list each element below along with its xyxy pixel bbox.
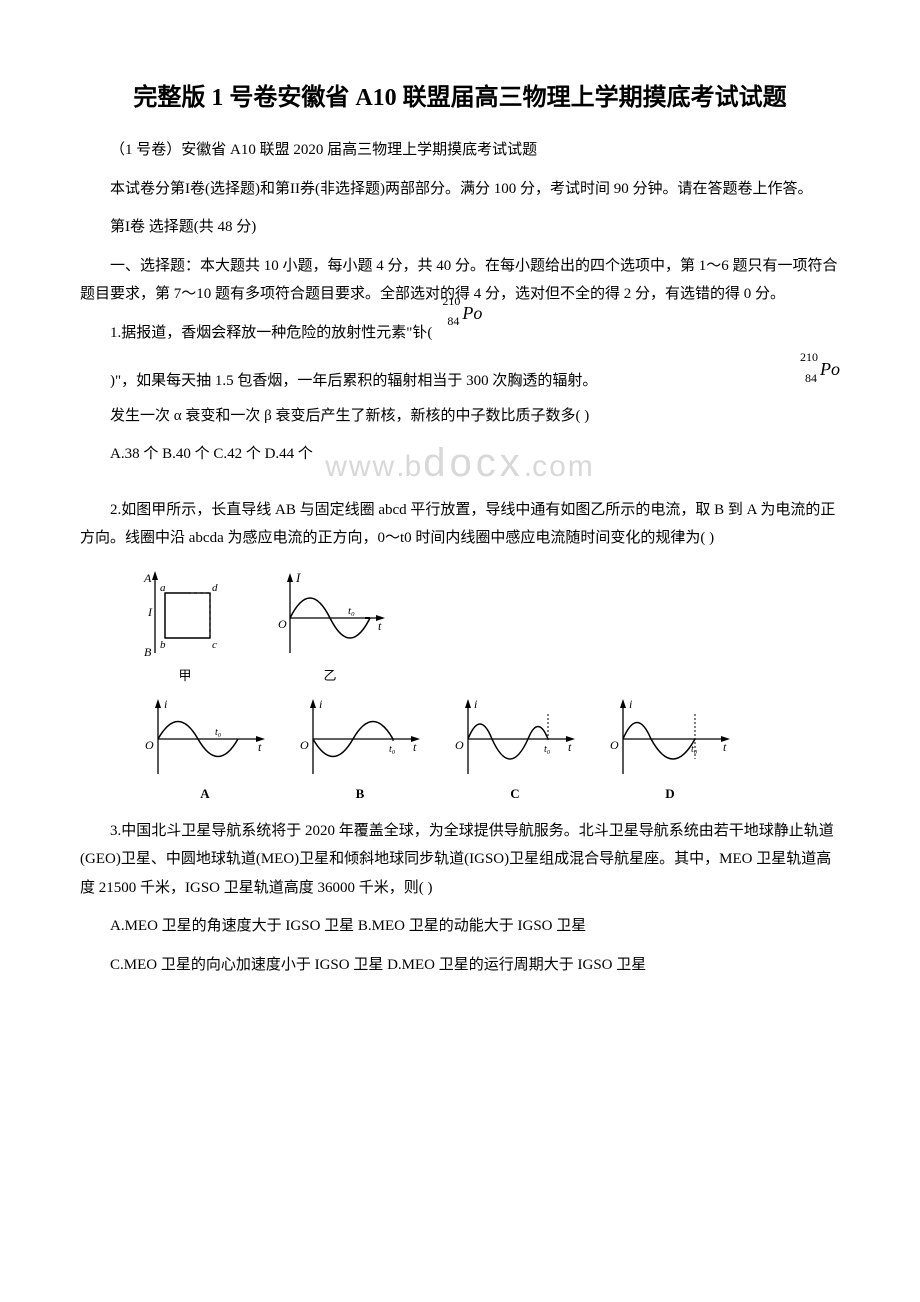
svg-text:i: i — [629, 697, 632, 711]
fig-a-label: A — [140, 786, 270, 802]
svg-text:i: i — [164, 697, 167, 711]
svg-text:O: O — [300, 738, 309, 752]
svg-text:t₀: t₀ — [215, 727, 222, 738]
svg-text:O: O — [610, 738, 619, 752]
svg-text:a: a — [160, 582, 166, 594]
q1-text-part2: )"，如果每天抽 1.5 包香烟，一年后累积的辐射相当于 300 次胸透的辐射。 — [80, 367, 597, 396]
section1-header: 第I卷 选择题(共 48 分) — [80, 213, 840, 242]
fig-yi: I O t t₀ 乙 — [270, 568, 390, 684]
svg-text:t₀: t₀ — [691, 744, 698, 755]
fig-b-label: B — [295, 786, 425, 802]
svg-text:A: A — [143, 571, 152, 585]
isotope-mass: 210 — [442, 293, 460, 310]
fig-jia-label: 甲 — [140, 665, 230, 684]
intro-paragraph: 本试卷分第I卷(选择题)和第II券(非选择题)两部部分。满分 100 分，考试时… — [80, 175, 840, 204]
q2-figures: A B I a d b c 甲 — [140, 568, 840, 802]
fig-c: i O t t₀ C — [450, 694, 580, 802]
fig-d: i O t t₀ D — [605, 694, 735, 802]
isotope-mass-2: 210 — [800, 349, 818, 366]
svg-text:t: t — [723, 740, 727, 754]
svg-text:t₀: t₀ — [348, 605, 355, 617]
isotope-atomic: 84 — [447, 313, 459, 330]
fig-b: i O t t₀ B — [295, 694, 425, 802]
svg-text:d: d — [212, 582, 218, 594]
isotope-symbol-2: Po — [820, 359, 840, 379]
svg-text:I: I — [295, 570, 301, 585]
fig-jia: A B I a d b c 甲 — [140, 568, 230, 684]
fig-yi-label: 乙 — [270, 665, 390, 684]
svg-text:t: t — [413, 740, 417, 754]
q2-text: 2.如图甲所示，长直导线 AB 与固定线圈 abcd 平行放置，导线中通有如图乙… — [80, 496, 840, 553]
fig-a: i O t t₀ A — [140, 694, 270, 802]
fig-c-label: C — [450, 786, 580, 802]
q1-text-part1: 1.据报道，香烟会释放一种危险的放射性元素"钋( — [80, 319, 432, 348]
svg-text:t₀: t₀ — [389, 744, 396, 755]
isotope-po-2: 210 84 Po — [820, 357, 840, 382]
svg-text:i: i — [474, 697, 477, 711]
subtitle: （1 号卷）安徽省 A10 联盟 2020 届高三物理上学期摸底考试试题 — [80, 136, 840, 165]
svg-text:c: c — [212, 639, 217, 651]
svg-text:O: O — [455, 738, 464, 752]
document-title: 完整版 1 号卷安徽省 A10 联盟届高三物理上学期摸底考试试题 — [80, 80, 840, 116]
svg-text:B: B — [144, 645, 152, 659]
svg-text:O: O — [278, 617, 287, 631]
svg-text:t₀: t₀ — [544, 744, 551, 755]
fig-row-1: A B I a d b c 甲 — [140, 568, 840, 684]
svg-text:i: i — [319, 697, 322, 711]
fig-row-2: i O t t₀ A i O t t₀ B — [140, 694, 840, 802]
fig-d-label: D — [605, 786, 735, 802]
q1-choices: A.38 个 B.40 个 C.42 个 D.44 个 — [80, 440, 840, 469]
svg-text:t: t — [568, 740, 572, 754]
q3-choices-ab: A.MEO 卫星的角速度大于 IGSO 卫星 B.MEO 卫星的动能大于 IGS… — [80, 912, 840, 941]
q1-text-part3: 发生一次 α 衰变和一次 β 衰变后产生了新核，新核的中子数比质子数多( ) — [80, 402, 840, 431]
svg-text:b: b — [160, 639, 166, 651]
q3-text: 3.中国北斗卫星导航系统将于 2020 年覆盖全球，为全球提供导航服务。北斗卫星… — [80, 817, 840, 903]
q3-choices-cd: C.MEO 卫星的向心加速度小于 IGSO 卫星 D.MEO 卫星的运行周期大于… — [80, 951, 840, 980]
svg-text:t: t — [378, 619, 382, 633]
svg-text:t: t — [258, 740, 262, 754]
isotope-symbol: Po — [462, 303, 482, 323]
isotope-po-1: 210 84 Po — [462, 301, 482, 326]
svg-text:O: O — [145, 738, 154, 752]
q1-line2: )"，如果每天抽 1.5 包香烟，一年后累积的辐射相当于 300 次胸透的辐射。… — [80, 367, 840, 396]
isotope-atomic-2: 84 — [805, 370, 817, 387]
q1-line1: 1.据报道，香烟会释放一种危险的放射性元素"钋( 210 84 Po — [80, 319, 840, 348]
svg-text:I: I — [147, 605, 153, 619]
